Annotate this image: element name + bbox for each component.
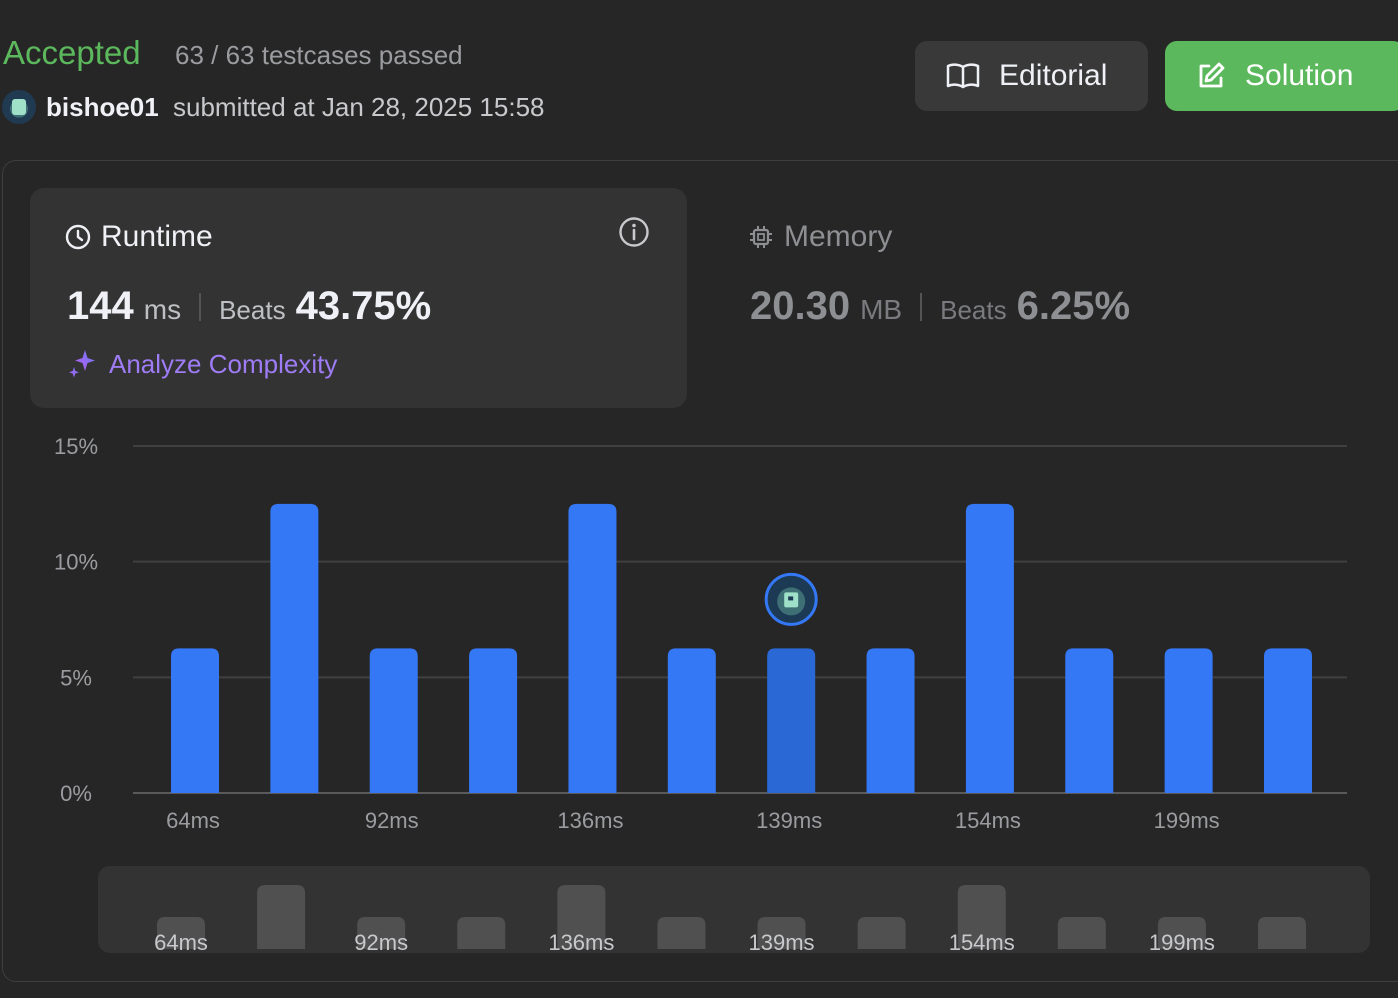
status-accepted: Accepted <box>3 34 141 71</box>
range-navigator[interactable]: 64ms 92ms 136ms 139ms 154ms 199ms <box>98 866 1370 953</box>
x-tick-label: 139ms <box>756 808 822 833</box>
bar <box>965 503 1014 793</box>
navigator-bar <box>957 885 1006 949</box>
sparkle-icon <box>69 350 95 378</box>
x-tick-label: 199ms <box>1154 808 1220 833</box>
x-tick-label: 92ms <box>365 808 419 833</box>
editorial-button[interactable]: Editorial <box>915 41 1148 111</box>
submitted-time: submitted at Jan 28, 2025 15:58 <box>173 92 545 122</box>
bar <box>469 648 518 793</box>
y-tick-label: 15% <box>54 434 98 459</box>
bar <box>171 648 219 793</box>
result-panel <box>2 160 1398 982</box>
runtime-value: 144 <box>67 284 134 328</box>
edit-icon <box>1199 62 1225 88</box>
navigator-bar <box>157 917 205 949</box>
bar <box>270 503 319 793</box>
y-tick-label: 5% <box>60 665 92 690</box>
memory-value: 20.30 <box>750 284 851 328</box>
navigator-tick-label: 92ms <box>354 930 408 953</box>
memory-values: 20.30 MB Beats 6.25% <box>750 284 1130 329</box>
y-tick-label: 0% <box>60 781 92 806</box>
x-tick-label: 154ms <box>955 808 1021 833</box>
runtime-card[interactable]: Runtime 144 ms Beats 43.75% Analyze Comp… <box>30 188 687 408</box>
navigator-bar <box>1258 917 1306 949</box>
navigator-bar <box>1157 917 1206 949</box>
navigator-tick-label: 136ms <box>548 930 614 953</box>
navigator-tick-label: 199ms <box>1149 930 1215 953</box>
navigator-chart: 64ms 92ms 136ms 139ms 154ms 199ms <box>154 885 1306 953</box>
user-avatar[interactable] <box>2 90 36 124</box>
runtime-values: 144 ms Beats 43.75% <box>67 284 431 329</box>
navigator-tick-label: 154ms <box>949 930 1015 953</box>
runtime-beats-label: Beats <box>219 295 286 325</box>
analyze-complexity-link[interactable]: Analyze Complexity <box>67 348 337 380</box>
memory-beats-value: 6.25% <box>1016 284 1131 328</box>
navigator-bar <box>557 885 606 949</box>
username-link[interactable]: bishoe01 <box>46 92 159 122</box>
divider <box>920 292 923 321</box>
navigator-bar <box>357 917 406 949</box>
bar <box>1264 648 1312 793</box>
navigator-bar <box>757 917 806 949</box>
bar <box>1164 648 1213 793</box>
testcases-summary: 63 / 63 testcases passed <box>175 40 463 70</box>
runtime-beats-value: 43.75% <box>295 284 432 328</box>
user-avatar-marker <box>764 572 818 626</box>
bar <box>667 648 716 793</box>
info-icon[interactable] <box>618 216 650 248</box>
navigator-tick-label: 139ms <box>749 930 815 953</box>
x-tick-label: 136ms <box>557 808 623 833</box>
navigator-bar <box>857 917 906 949</box>
navigator-bar <box>257 885 306 949</box>
memory-tab[interactable]: Memory <box>748 220 892 254</box>
y-tick-label: 10% <box>54 550 98 575</box>
bar <box>568 503 617 793</box>
solution-label: Solution <box>1245 59 1354 92</box>
navigator-bar <box>457 917 506 949</box>
runtime-title: Runtime <box>65 220 213 254</box>
runtime-unit: ms <box>143 294 182 325</box>
bar <box>369 648 418 793</box>
clock-icon <box>65 224 91 250</box>
bar <box>866 648 915 793</box>
bar <box>767 648 816 793</box>
book-icon <box>946 63 980 89</box>
chip-icon <box>750 226 772 248</box>
editorial-label: Editorial <box>999 59 1108 92</box>
divider <box>199 292 202 321</box>
runtime-distribution-chart: 0% 5% 10% 15% 64ms 92ms 136ms 139ms 154ms 199ms <box>54 434 1347 833</box>
x-tick-label: 64ms <box>166 808 220 833</box>
memory-unit: MB <box>860 294 903 325</box>
analyze-label: Analyze Complexity <box>109 348 338 379</box>
memory-title-text: Memory <box>784 220 893 253</box>
solution-button[interactable]: Solution <box>1165 41 1398 111</box>
bar <box>1065 648 1114 793</box>
memory-beats-label: Beats <box>940 295 1007 325</box>
navigator-tick-label: 64ms <box>154 930 208 953</box>
runtime-title-text: Runtime <box>101 220 213 253</box>
navigator-bar <box>1057 917 1106 949</box>
navigator-bar <box>657 917 706 949</box>
